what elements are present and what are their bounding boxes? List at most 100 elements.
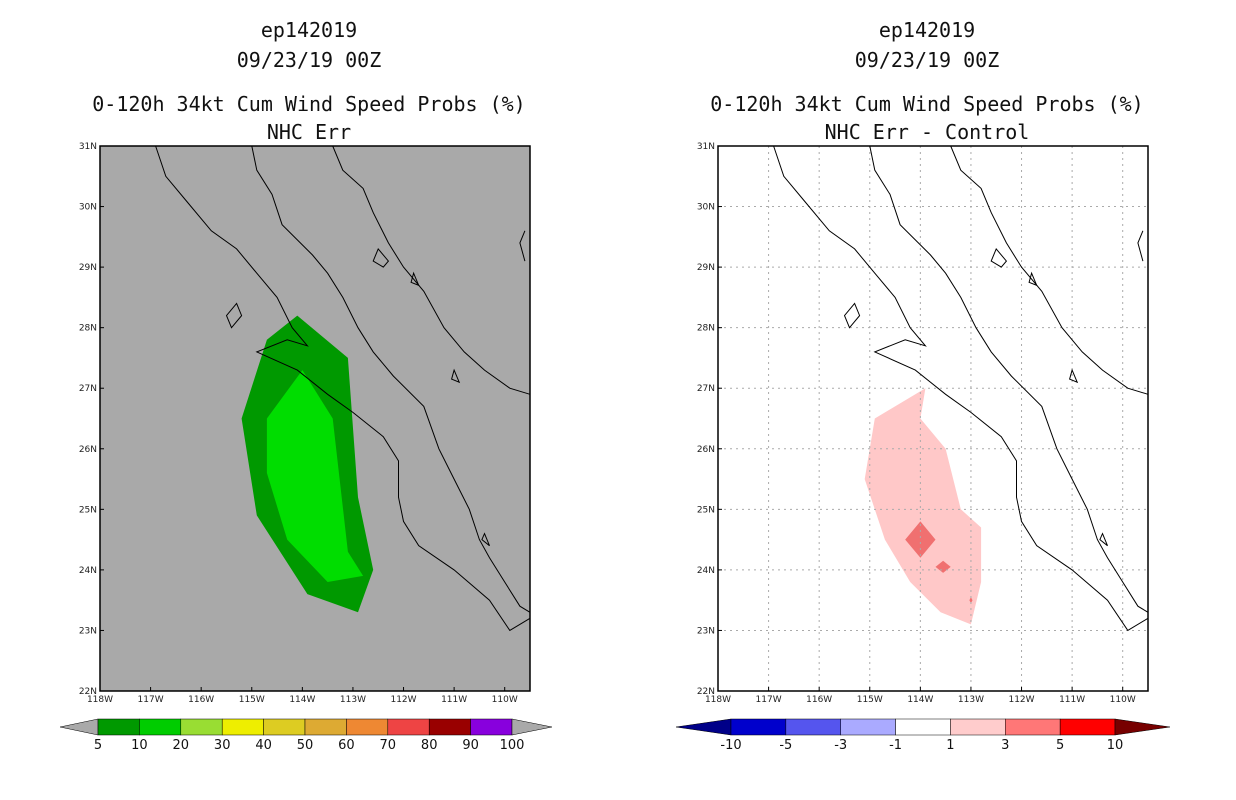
island [410, 271, 420, 287]
colorbar-label: 80 [421, 738, 438, 753]
difference-region [969, 597, 973, 604]
y-tick-label: 24N [697, 566, 715, 576]
colorbar-label: -10 [720, 738, 741, 753]
coastline [251, 145, 531, 613]
colorbar-label: 10 [131, 738, 148, 753]
colorbar-segment [263, 718, 306, 736]
product-title: 0-120h 34kt Cum Wind Speed Probs (%) [92, 92, 526, 116]
colorbar-segment [221, 718, 264, 736]
coastline [773, 145, 1149, 632]
colorbar-segment [97, 718, 140, 736]
colorbar-segment [139, 718, 182, 736]
colorbar-label: -3 [834, 738, 847, 753]
colorbar-label: 1 [946, 738, 954, 753]
left-map-chart: 118W 117W 116W 115W 114W 113W 112W 111W 110W 31N 3… [59, 142, 553, 753]
x-tick-label: 110W [1110, 695, 1136, 705]
x-tick-label: 117W [756, 695, 782, 705]
date-title: 09/23/19 00Z [236, 48, 382, 72]
plot-frame [99, 145, 531, 692]
y-tick-label: 28N [697, 324, 715, 334]
x-tick-label: 111W [441, 695, 467, 705]
colorbar-label: 100 [500, 738, 525, 753]
storm-id-title: ep142019 [878, 18, 976, 42]
colorbar-segment [785, 718, 841, 736]
colorbar-under-arrow [675, 718, 732, 736]
colorbar-label: 40 [255, 738, 272, 753]
island [990, 247, 1008, 268]
colorbar-segment [1005, 718, 1061, 736]
island [843, 302, 861, 329]
colorbar-over-arrow [511, 718, 553, 736]
coastline [155, 145, 531, 632]
x-tick-label: 112W [390, 695, 416, 705]
plot-frame [717, 145, 1149, 692]
y-tick-label: 25N [697, 505, 715, 515]
x-tick-label: 118W [705, 695, 731, 705]
y-tick-label: 31N [697, 142, 715, 152]
colorbar-label: 5 [94, 738, 102, 753]
colorbar-over-arrow [1114, 718, 1171, 736]
island [225, 302, 243, 329]
x-tick-label: 111W [1059, 695, 1085, 705]
coastline [1137, 230, 1144, 262]
colorbar-segment [950, 718, 1006, 736]
colorbar-label: 50 [297, 738, 314, 753]
y-tick-label: 30N [697, 203, 715, 213]
colorbar-segment [470, 718, 513, 736]
island [1099, 532, 1108, 547]
colorbar-label: 60 [338, 738, 355, 753]
colorbar-segment [346, 718, 389, 736]
island [450, 368, 461, 384]
colorbar-label: 5 [1056, 738, 1064, 753]
x-tick-label: 115W [239, 695, 265, 705]
difference-region [905, 521, 936, 558]
island [481, 532, 490, 547]
colorbar-label: 90 [462, 738, 479, 753]
x-tick-label: 116W [806, 695, 832, 705]
y-tick-label: 24N [79, 566, 97, 576]
colorbar-label: 30 [214, 738, 231, 753]
colorbar-segment [730, 718, 787, 736]
y-tick-label: 26N [79, 445, 97, 455]
x-tick-label: 116W [188, 695, 214, 705]
colorbar-segment [387, 718, 430, 736]
x-tick-label: 114W [907, 695, 933, 705]
colorbar-label: 20 [173, 738, 190, 753]
x-tick-label: 112W [1008, 695, 1034, 705]
left-panel: ep142019 09/23/19 00Z 0-120h 34kt Cum Wi… [59, 18, 553, 753]
coastline [950, 145, 1149, 395]
right-map-chart: 118W 117W 116W 115W 114W 113W 112W 111W 110W 31N 3… [675, 142, 1171, 753]
y-tick-label: 22N [79, 687, 97, 697]
subtitle: NHC Err [266, 120, 352, 144]
x-tick-label: 113W [958, 695, 984, 705]
storm-id-title: ep142019 [260, 18, 358, 42]
island [1068, 368, 1079, 384]
probability-region [266, 370, 364, 582]
colorbar-segment [428, 718, 471, 736]
coastline [332, 145, 531, 395]
colorbar-label: 10 [1107, 738, 1124, 753]
y-tick-label: 27N [697, 384, 715, 394]
colorbar-segment [1059, 718, 1116, 736]
colorbar-label: 3 [1001, 738, 1009, 753]
colorbar-segment [304, 718, 347, 736]
x-tick-label: 118W [87, 695, 113, 705]
colorbar-label: 70 [380, 738, 397, 753]
x-tick-label: 117W [138, 695, 164, 705]
y-tick-label: 23N [697, 626, 715, 636]
colorbar-segment [840, 718, 896, 736]
subtitle: NHC Err - Control [824, 120, 1030, 144]
island [372, 247, 390, 268]
right-panel: ep142019 09/23/19 00Z 0-120h 34kt Cum Wi… [618, 0, 1236, 800]
colorbar-label: -1 [889, 738, 902, 753]
y-tick-label: 25N [79, 505, 97, 515]
product-title: 0-120h 34kt Cum Wind Speed Probs (%) [710, 92, 1144, 116]
colorbar-label: -5 [779, 738, 792, 753]
y-tick-label: 30N [79, 203, 97, 213]
island [1028, 271, 1038, 287]
x-tick-label: 113W [340, 695, 366, 705]
coastline [519, 230, 526, 262]
coastline [869, 145, 1149, 613]
x-tick-label: 114W [289, 695, 315, 705]
y-tick-label: 29N [79, 263, 97, 273]
